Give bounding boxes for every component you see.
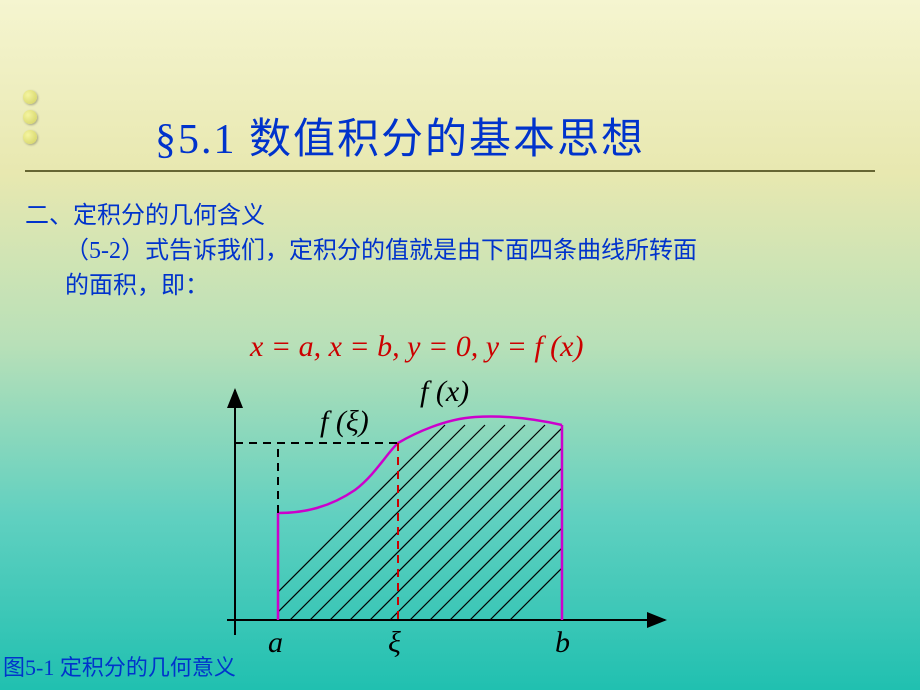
bullet-3: [23, 130, 37, 144]
figure-caption: 图5-1 定积分的几何意义: [3, 650, 236, 682]
equation-bounds: x = a, x = b, y = 0, y = f (x): [250, 330, 583, 364]
title-underline: [25, 170, 875, 172]
page-title: §5.1 数值积分的基本思想: [155, 105, 645, 166]
label-b: b: [555, 626, 570, 660]
body-text-2: 的面积，即：: [65, 265, 209, 300]
label-xi: ξ: [388, 626, 401, 660]
integral-diagram: [215, 385, 675, 650]
bullet-2: [23, 110, 37, 124]
section-heading: 二、定积分的几何含义: [25, 195, 265, 230]
label-a: a: [268, 626, 283, 660]
body-text-1: （5-2）式告诉我们，定积分的值就是由下面四条曲线所转面: [65, 230, 697, 265]
bullet-1: [23, 90, 37, 104]
